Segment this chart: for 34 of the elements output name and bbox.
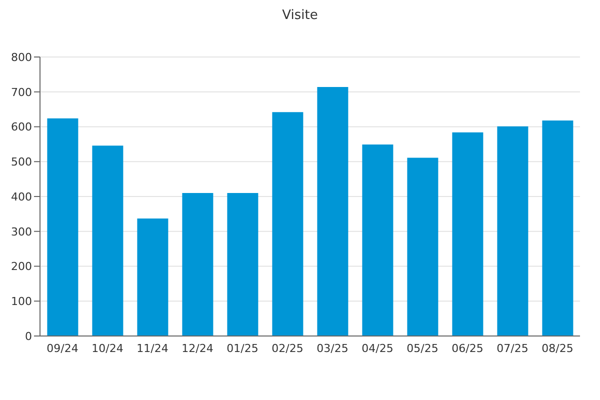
y-tick-label: 300 bbox=[11, 225, 32, 238]
y-tick-label: 800 bbox=[11, 50, 32, 64]
x-tick-label: 10/24 bbox=[92, 342, 124, 355]
y-tick-label: 400 bbox=[11, 190, 32, 204]
y-tick-label: 100 bbox=[11, 295, 32, 308]
bar bbox=[137, 218, 168, 336]
x-tick-label: 12/24 bbox=[182, 342, 214, 355]
y-tick-label: 600 bbox=[11, 120, 32, 134]
chart-title: Visite bbox=[281, 8, 319, 25]
bar bbox=[272, 112, 304, 336]
x-tick-label: 01/25 bbox=[226, 342, 258, 355]
x-tick-label: 07/25 bbox=[496, 342, 528, 355]
bar bbox=[362, 144, 394, 336]
bar bbox=[92, 146, 124, 336]
x-tick-label: 03/25 bbox=[316, 342, 348, 355]
y-tick-label: 200 bbox=[11, 260, 32, 274]
x-tick-label: 09/24 bbox=[46, 342, 78, 355]
x-tick-label: 02/25 bbox=[272, 342, 304, 355]
x-tick-label: 04/25 bbox=[362, 342, 394, 355]
bar bbox=[407, 158, 438, 336]
x-tick-label: 05/25 bbox=[406, 342, 438, 355]
bar bbox=[497, 126, 528, 336]
bar bbox=[182, 193, 214, 336]
bar bbox=[227, 193, 258, 336]
bar bbox=[47, 118, 78, 336]
y-tick-label: 500 bbox=[11, 156, 32, 169]
bar bbox=[452, 132, 484, 336]
x-tick-label: 06/25 bbox=[452, 342, 484, 355]
x-tick-label: 11/24 bbox=[136, 342, 168, 355]
bar bbox=[542, 120, 574, 336]
y-tick-label: 0 bbox=[25, 330, 32, 343]
x-tick-label: 08/25 bbox=[542, 342, 574, 355]
bar bbox=[317, 86, 348, 336]
y-tick-label: 700 bbox=[11, 86, 32, 99]
